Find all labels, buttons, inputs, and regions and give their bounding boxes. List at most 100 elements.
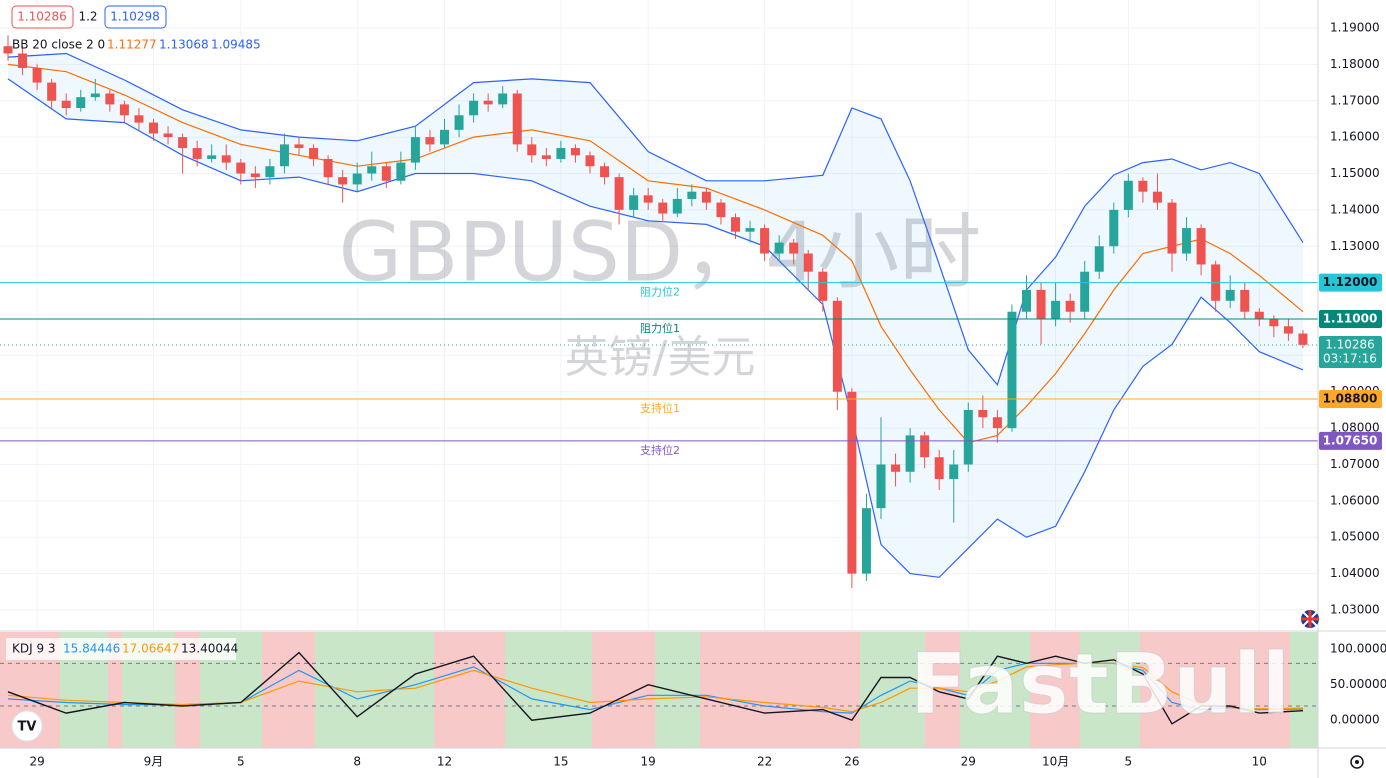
y-tick-label: 1.18000 xyxy=(1330,57,1380,71)
y-tick-label: 1.14000 xyxy=(1330,202,1380,216)
candle-body xyxy=(1109,209,1119,247)
level-price-label: 1.07650 xyxy=(1323,433,1378,447)
candle-body xyxy=(585,155,595,167)
candle-body xyxy=(541,155,551,159)
candle-body xyxy=(1051,300,1061,320)
candle-body xyxy=(207,155,217,159)
flag-icon[interactable] xyxy=(1301,610,1319,628)
last-price-box xyxy=(1319,335,1382,368)
candle-body xyxy=(1196,228,1206,265)
candle-body xyxy=(1138,180,1148,192)
candle-body xyxy=(323,158,333,178)
countdown-label: 03:17:16 xyxy=(1323,351,1377,365)
candle-body xyxy=(934,457,944,480)
y-tick-label: 1.03000 xyxy=(1330,602,1380,616)
candle-body xyxy=(1152,191,1162,203)
signal-region xyxy=(700,632,860,748)
candle-body xyxy=(1254,311,1264,320)
candle-body xyxy=(745,228,755,232)
y-tick-label: 1.13000 xyxy=(1330,239,1380,253)
candle-body xyxy=(1036,289,1046,320)
y-tick-label: 1.19000 xyxy=(1330,21,1380,35)
signal-region xyxy=(262,632,315,748)
indicator-value: 1.11277 xyxy=(107,38,157,52)
x-tick-label: 12 xyxy=(437,755,452,769)
candle-body xyxy=(774,242,784,254)
candle-body xyxy=(163,133,173,138)
level-price-box xyxy=(1319,431,1382,450)
indicator-value: 1.13068 xyxy=(159,38,209,52)
y-tick-label: 1.06000 xyxy=(1330,493,1380,507)
level-price-box xyxy=(1319,273,1382,292)
x-tick-label: 15 xyxy=(553,755,568,769)
candle-body xyxy=(658,202,668,214)
candle-body xyxy=(1269,319,1279,327)
level-name: 支持位1 xyxy=(640,401,680,415)
candle-body xyxy=(672,198,682,214)
settings-icon[interactable] xyxy=(1350,755,1364,769)
bid-box[interactable] xyxy=(11,5,74,29)
kdj-line xyxy=(7,662,1304,714)
level-price-box xyxy=(1319,310,1382,329)
kdj-line xyxy=(7,662,1304,713)
x-tick-label: 22 xyxy=(757,755,772,769)
candle-body xyxy=(920,435,930,458)
candle-body xyxy=(1167,202,1177,254)
candle-body xyxy=(178,137,188,149)
candle-body xyxy=(1080,271,1090,312)
candle-body xyxy=(614,177,624,210)
candle-body xyxy=(891,464,901,472)
y-tick-label: 1.07000 xyxy=(1330,457,1380,471)
candle-body xyxy=(1065,300,1075,312)
candle-body xyxy=(454,115,464,130)
candle-body xyxy=(818,271,828,301)
plot-layer: 阻力位2 阻力位1 支持位1 支持位2 xyxy=(0,35,1318,725)
candle-body xyxy=(47,82,57,101)
level-name: 支持位2 xyxy=(640,443,680,457)
y-tick-label: 1.04000 xyxy=(1330,566,1380,580)
signal-region xyxy=(315,632,434,748)
signal-region xyxy=(1030,632,1080,748)
x-tick-label: 29 xyxy=(29,755,44,769)
candle-body xyxy=(1123,180,1133,210)
candle-body xyxy=(192,148,202,159)
indicator-value: 1.09485 xyxy=(211,38,261,52)
axis-layer: 29 9月 5 8 12 15 19 22 26 29 10月 5 10 1.03000 1.04000 1.… xyxy=(29,21,1386,769)
watermark-name: 英镑/美元 xyxy=(565,332,756,383)
y-tick-label: 1.16000 xyxy=(1330,130,1380,144)
tv-logo: TV xyxy=(11,710,43,742)
ask-box[interactable] xyxy=(104,5,167,29)
candle-body xyxy=(483,100,493,105)
candle-body xyxy=(279,144,289,167)
bid-price: 1.10286 xyxy=(17,10,67,24)
signal-region xyxy=(1080,632,1140,748)
candle-body xyxy=(338,177,348,185)
signal-region xyxy=(655,632,700,748)
candle-body xyxy=(498,93,508,105)
y-tick-label: 50.00000 xyxy=(1330,677,1386,691)
kdj-legend-bg xyxy=(6,638,236,660)
candle-body xyxy=(847,391,857,574)
candle-body xyxy=(876,464,886,509)
level-price-label: 1.08800 xyxy=(1323,392,1378,406)
candle-body xyxy=(119,104,129,116)
level-price-label: 1.12000 xyxy=(1323,275,1378,289)
candle-body xyxy=(978,409,988,418)
y-tick-label: 1.08000 xyxy=(1330,421,1380,435)
svg-text:TV: TV xyxy=(18,720,37,735)
candle-body xyxy=(760,228,770,254)
candle-body xyxy=(250,173,260,178)
x-tick-label: 10月 xyxy=(1042,755,1069,769)
x-tick-label: 9月 xyxy=(144,755,164,769)
candle-body xyxy=(556,148,566,159)
candle-body xyxy=(469,100,479,116)
candle-body xyxy=(687,191,697,199)
candle-body xyxy=(1298,333,1308,345)
candle-body xyxy=(352,173,362,185)
x-tick-label: 26 xyxy=(844,755,859,769)
spread: 1.2 xyxy=(78,10,97,24)
candle-body xyxy=(629,195,639,210)
x-tick-label: 29 xyxy=(961,755,976,769)
kdj-line xyxy=(7,651,1304,725)
